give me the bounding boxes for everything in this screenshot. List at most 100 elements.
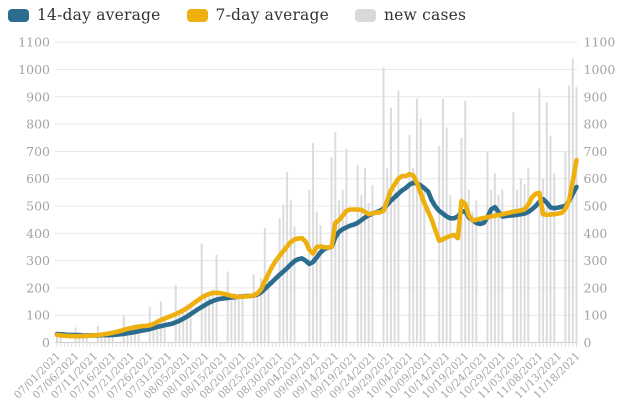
- new-cases-bar: [512, 112, 515, 343]
- new-cases-bar: [360, 195, 363, 343]
- new-cases-bar: [356, 165, 359, 343]
- new-cases-bar: [293, 226, 296, 343]
- new-cases-bar: [486, 151, 489, 343]
- new-cases-bar: [419, 118, 422, 343]
- new-cases-bar: [100, 332, 103, 343]
- y-tick-label: 1000: [18, 62, 50, 77]
- new-cases-bar: [152, 322, 155, 343]
- y-tick-label: 0: [584, 335, 592, 350]
- y-axis-labels-right: 0 100 200 300 400 500 600 700 800 900 1000 1100: [584, 35, 616, 350]
- new-cases-bar: [341, 189, 344, 343]
- new-cases-bar: [260, 278, 263, 343]
- new-cases-bar: [330, 156, 333, 343]
- line-7-day-average: [54, 157, 579, 339]
- new-cases-bar: [286, 171, 289, 343]
- new-cases-bar: [542, 178, 545, 343]
- new-cases-bar: [497, 195, 500, 343]
- new-cases-bar: [252, 274, 255, 343]
- new-cases-bar: [545, 102, 548, 343]
- new-cases-bar: [490, 189, 493, 343]
- new-cases-bar: [315, 211, 318, 343]
- new-cases-bar: [278, 218, 281, 343]
- new-cases-bar: [189, 307, 192, 343]
- new-cases-bar: [211, 289, 214, 343]
- new-cases-bar: [471, 211, 474, 343]
- y-tick-label: 200: [26, 280, 50, 295]
- y-tick-label: 0: [42, 335, 50, 350]
- new-cases-bar: [111, 334, 114, 343]
- y-tick-label: 800: [26, 117, 50, 132]
- new-cases-bar: [230, 300, 233, 343]
- legend-item-7-day-average[interactable]: 7-day average: [186, 6, 329, 24]
- y-tick-label: 900: [584, 89, 608, 104]
- legend-item-new-cases[interactable]: new cases: [355, 6, 466, 24]
- y-tick-label: 1000: [584, 62, 616, 77]
- new-cases-bars: [56, 58, 578, 343]
- y-tick-label: 500: [584, 199, 608, 214]
- new-cases-bar: [267, 271, 270, 343]
- new-cases-bar: [397, 90, 400, 343]
- new-cases-bar: [412, 167, 415, 343]
- y-tick-label: 1100: [18, 35, 50, 50]
- new-cases-bar: [438, 145, 441, 343]
- new-cases-bar: [104, 334, 107, 343]
- new-cases-bar: [363, 167, 366, 343]
- new-cases-bar: [501, 189, 504, 343]
- legend-label-14-day: 14-day average: [37, 6, 161, 24]
- new-cases-bar: [367, 203, 370, 343]
- new-cases-bar: [59, 334, 62, 343]
- new-cases-bar: [234, 293, 237, 343]
- new-cases-bar: [182, 309, 185, 343]
- y-tick-label: 700: [584, 144, 608, 159]
- y-tick-label: 900: [26, 89, 50, 104]
- x-axis-labels: 07/01/202107/06/202107/11/202107/16/2021…: [12, 350, 583, 401]
- x-axis-day-ticks: [56, 342, 577, 347]
- new-cases-bar: [319, 225, 322, 343]
- new-cases-bar: [371, 185, 374, 343]
- new-cases-bar: [256, 293, 259, 343]
- new-cases-bar: [523, 184, 526, 343]
- y-tick-label: 1100: [584, 35, 616, 50]
- new-cases-bar: [386, 167, 389, 343]
- y-tick-label: 500: [26, 199, 50, 214]
- legend-label-new-cases: new cases: [384, 6, 467, 24]
- new-cases-bar: [408, 135, 411, 343]
- new-cases-bar: [441, 98, 444, 343]
- new-cases-bar: [423, 189, 426, 343]
- new-cases-bar: [393, 189, 396, 343]
- new-cases-bar: [568, 85, 571, 343]
- new-cases-bar: [237, 296, 240, 343]
- new-cases-bar: [527, 167, 530, 343]
- new-cases-bar: [449, 195, 452, 343]
- new-cases-bar: [178, 312, 181, 343]
- legend-item-14-day-average[interactable]: 14-day average: [8, 6, 161, 24]
- y-tick-label: 100: [584, 308, 608, 323]
- y-tick-label: 700: [26, 144, 50, 159]
- y-tick-label: 100: [26, 308, 50, 323]
- new-cases-bar: [126, 330, 129, 343]
- legend-swatch-new-cases: [355, 8, 376, 22]
- y-tick-label: 400: [26, 226, 50, 241]
- new-cases-bar: [345, 148, 348, 343]
- line-14-day-average: [54, 180, 579, 338]
- new-cases-bar: [163, 317, 166, 343]
- new-cases-bar: [460, 137, 463, 343]
- y-axis-labels-left: 0 100 200 300 400 500 600 700 800 900 1000 1100: [18, 35, 50, 350]
- new-cases-bar: [185, 304, 188, 343]
- y-tick-label: 400: [584, 226, 608, 241]
- new-cases-bar: [467, 189, 470, 343]
- new-cases-bar: [493, 173, 496, 343]
- new-cases-bar: [241, 297, 244, 343]
- new-cases-bar: [133, 327, 136, 343]
- legend: 14-day average 7-day average new cases: [8, 6, 466, 24]
- new-cases-bar: [389, 107, 392, 343]
- y-tick-label: 600: [26, 171, 50, 186]
- y-tick-label: 800: [584, 117, 608, 132]
- new-cases-bar: [415, 98, 418, 343]
- new-cases-bar: [156, 319, 159, 343]
- legend-swatch-14-day: [8, 8, 29, 22]
- new-cases-bar: [538, 88, 541, 343]
- new-cases-bar: [516, 189, 519, 343]
- new-cases-bar: [553, 173, 556, 343]
